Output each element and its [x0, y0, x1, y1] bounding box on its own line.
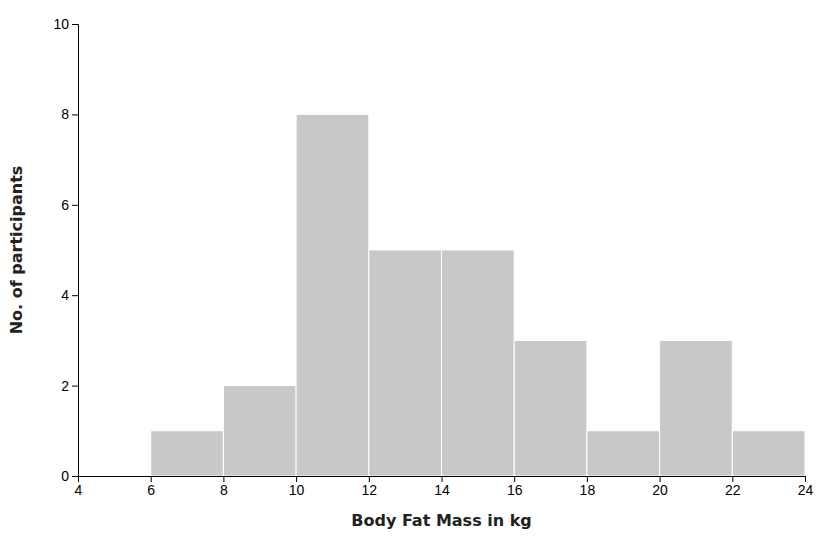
chart: 46810121416182022240246810Body Fat Mass … — [0, 0, 835, 542]
bar — [732, 431, 805, 476]
tick-label: 10 — [53, 16, 69, 32]
x-axis-title: Body Fat Mass in kg — [351, 511, 532, 530]
tick: 16 — [507, 476, 523, 498]
bar — [514, 340, 587, 476]
bar — [442, 250, 515, 476]
tick: 18 — [580, 476, 596, 498]
bar — [660, 340, 733, 476]
tick-mark — [72, 24, 78, 25]
tick-label: 2 — [61, 378, 69, 394]
tick: 6 — [61, 197, 78, 213]
tick-label: 0 — [61, 468, 69, 484]
tick-label: 16 — [507, 482, 523, 498]
tick: 2 — [61, 378, 78, 394]
tick-label: 4 — [61, 287, 69, 303]
tick-label: 24 — [798, 482, 814, 498]
tick-label: 4 — [75, 482, 83, 498]
tick-mark — [72, 386, 78, 387]
bar — [296, 114, 369, 476]
bars — [151, 114, 805, 476]
tick-label: 10 — [289, 482, 305, 498]
tick: 8 — [220, 476, 228, 498]
tick-mark — [72, 476, 78, 477]
tick: 24 — [798, 476, 814, 498]
tick: 10 — [53, 16, 78, 32]
bar — [223, 386, 296, 476]
y-axis: 0 2 4 6 8 10 — [53, 16, 78, 484]
y-axis-title: No. of participants — [7, 166, 26, 335]
x-axis: 4 6 8 10 12 14 16 18 20 22 24 — [75, 476, 814, 498]
tick-label: 8 — [220, 482, 228, 498]
tick: 0 — [61, 468, 78, 484]
tick-mark — [72, 295, 78, 296]
tick-label: 22 — [725, 482, 741, 498]
tick-mark — [72, 205, 78, 206]
bar — [587, 431, 660, 476]
tick-mark — [72, 114, 78, 115]
tick: 22 — [725, 476, 741, 498]
tick: 6 — [147, 476, 155, 498]
tick: 20 — [652, 476, 668, 498]
bar — [151, 431, 224, 476]
tick-label: 6 — [147, 482, 155, 498]
tick-label: 6 — [61, 197, 69, 213]
axis-line — [72, 25, 79, 477]
tick: 12 — [362, 476, 378, 498]
plot: 46810121416182022240246810 — [53, 16, 813, 498]
tick: 8 — [61, 106, 78, 122]
tick-label: 18 — [580, 482, 596, 498]
tick: 4 — [61, 287, 78, 303]
tick-label: 14 — [434, 482, 450, 498]
tick-label: 20 — [652, 482, 668, 498]
tick: 14 — [434, 476, 450, 498]
bar — [78, 476, 151, 477]
tick: 10 — [289, 476, 305, 498]
tick: 4 — [75, 476, 83, 498]
bar — [369, 250, 442, 476]
tick-label: 8 — [61, 106, 69, 122]
tick-label: 12 — [362, 482, 378, 498]
